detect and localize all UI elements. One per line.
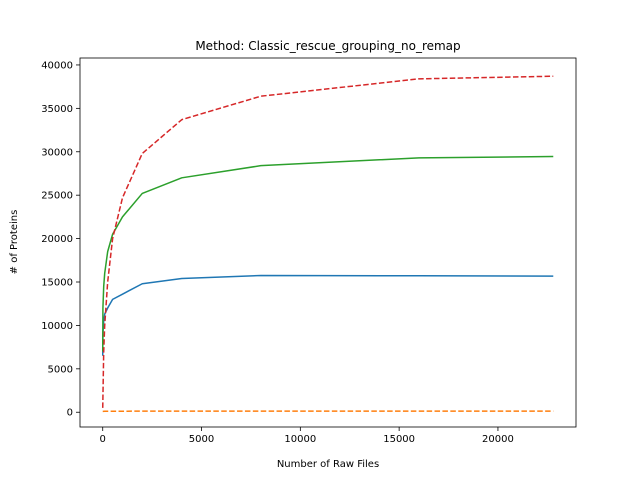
y-tick-label: 25000 xyxy=(41,191,73,202)
series-line-4 xyxy=(101,75,554,408)
y-tick-label: 30000 xyxy=(41,147,73,158)
x-axis-label: Number of Raw Files xyxy=(277,459,379,470)
y-tick-label: 0 xyxy=(67,408,73,419)
plot-frame xyxy=(79,57,577,428)
y-tick-label: 20000 xyxy=(41,234,73,245)
y-tick-label: 35000 xyxy=(41,104,73,115)
y-tick-label: 5000 xyxy=(48,364,73,375)
y-tick-label: 40000 xyxy=(41,60,73,71)
y-tick-label: 10000 xyxy=(41,321,73,332)
x-axis-ticks: 0 5000 10000 15000 20000 xyxy=(100,427,514,445)
chart-title: Method: Classic_rescue_grouping_no_remap xyxy=(195,39,460,53)
x-tick-label: 10000 xyxy=(284,434,316,445)
y-axis-label: # of Proteins xyxy=(9,210,20,275)
y-tick-label: 15000 xyxy=(41,278,73,289)
x-tick-label: 5000 xyxy=(189,434,214,445)
y-axis-ticks: 0 5000 10000 15000 20000 25000 30000 35000 40000 xyxy=(41,60,80,419)
x-tick-label: 15000 xyxy=(383,434,415,445)
x-tick-label: 20000 xyxy=(482,434,514,445)
series-line-3 xyxy=(101,155,554,352)
x-tick-label: 0 xyxy=(100,434,106,445)
series-layer xyxy=(101,75,554,413)
